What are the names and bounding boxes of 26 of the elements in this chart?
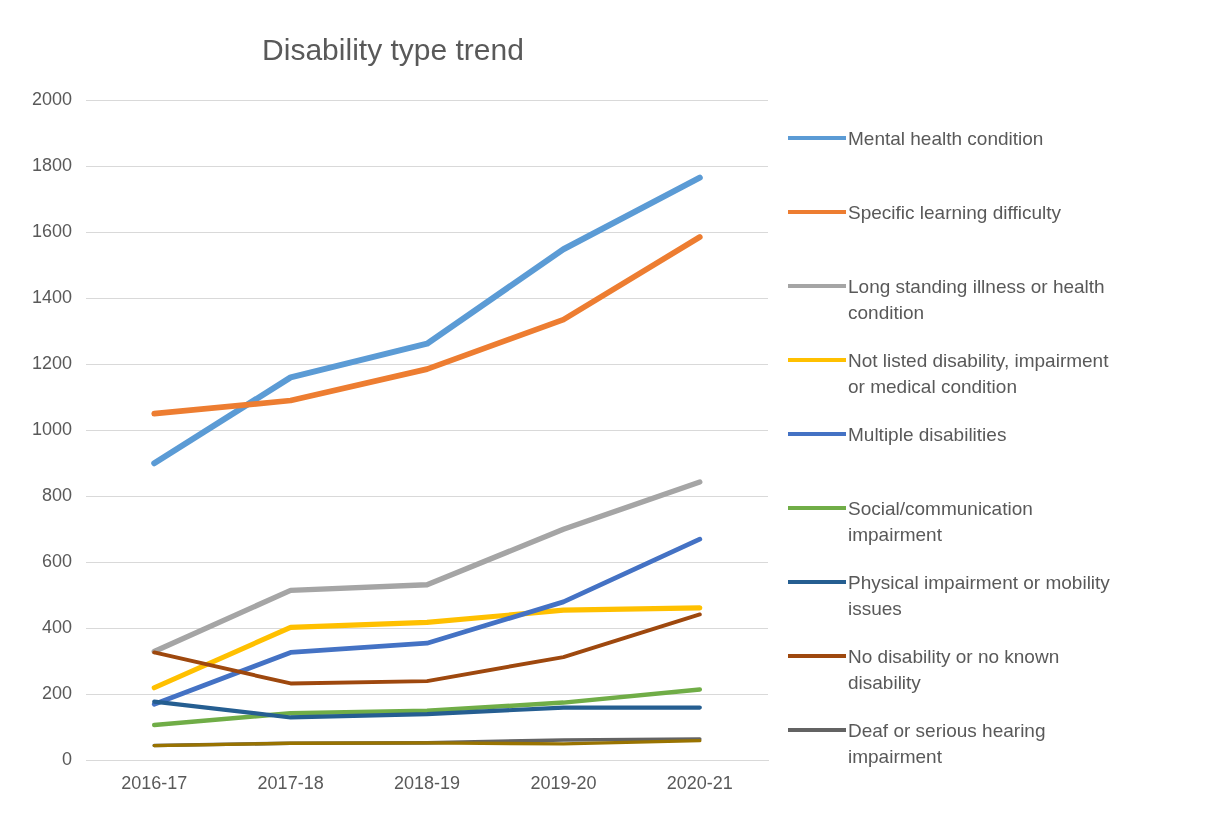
x-tick-label: 2016-17 <box>121 773 188 794</box>
y-tick-label: 800 <box>42 485 73 506</box>
y-tick-label: 1000 <box>32 419 73 440</box>
legend-label: Physical impairment or mobility issues <box>848 571 1111 621</box>
legend-label: Long standing illness or health condition <box>848 275 1106 325</box>
legend-label: No disability or no known disability <box>848 645 1061 695</box>
x-tick-label: 2018-19 <box>393 773 461 794</box>
legend-label: Deaf or serious hearing impairment <box>848 719 1047 769</box>
legend-label: Not listed disability, impairment or medical condition <box>848 349 1110 399</box>
legend-label: Social/communication impairment <box>848 497 1034 547</box>
x-tick-label: 2020-21 <box>666 773 733 794</box>
y-tick-label: 600 <box>42 551 73 572</box>
x-tick-label: 2017-18 <box>257 773 324 794</box>
y-tick-label: 200 <box>42 683 73 704</box>
y-tick-label: 1400 <box>32 287 73 308</box>
y-tick-label: 1200 <box>32 353 73 374</box>
y-tick-label: 400 <box>42 617 73 638</box>
legend-label: Mental health condition <box>848 127 1044 151</box>
x-tick-label: 2019-20 <box>530 773 597 794</box>
y-tick-label: 1600 <box>32 221 73 242</box>
y-tick-label: 0 <box>62 749 73 770</box>
y-tick-label: 1800 <box>32 155 73 176</box>
legend-label: Specific learning difficulty <box>848 201 1061 225</box>
legend-label: Multiple disabilities <box>848 423 1007 447</box>
y-tick-label: 2000 <box>32 88 73 109</box>
chart-title: Disability type trend <box>262 33 524 67</box>
